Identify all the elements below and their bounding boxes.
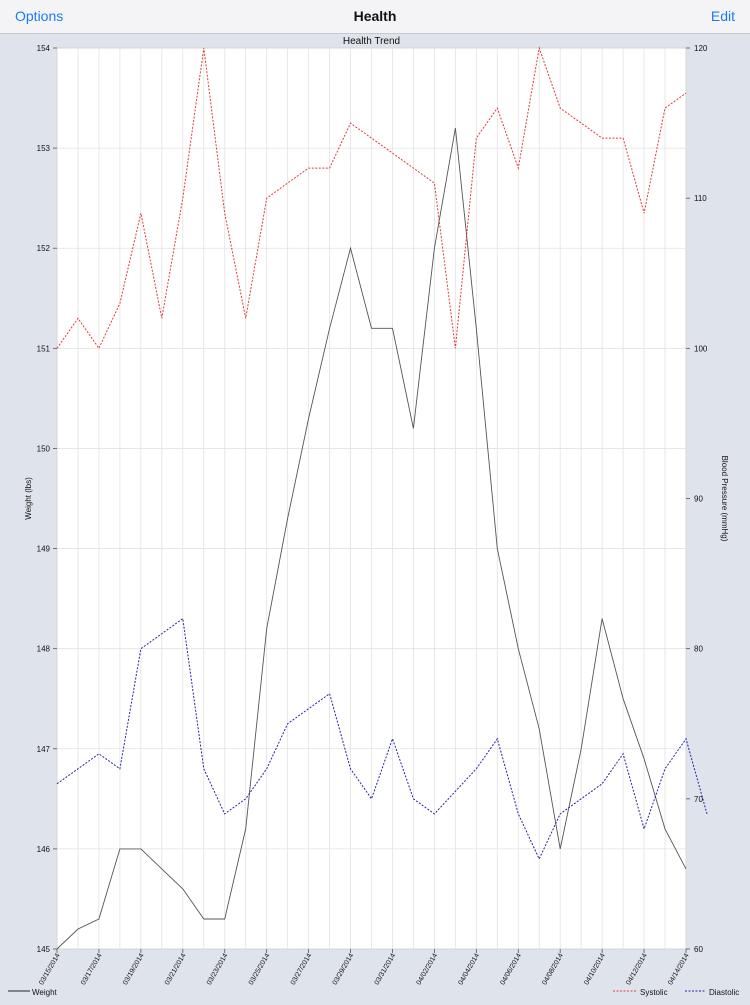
x-tick-label: 03/27/2014: [290, 952, 314, 986]
chart-title: Health Trend: [343, 36, 400, 47]
edit-button[interactable]: Edit: [710, 8, 735, 24]
x-tick-label: 04/04/2014: [457, 952, 481, 986]
y-left-tick-label: 149: [37, 545, 51, 554]
navigation-bar: Options Health Edit: [0, 0, 750, 34]
y-right-tick-label: 120: [694, 44, 708, 53]
y-left-tick-label: 146: [37, 845, 51, 854]
x-tick-label: 04/02/2014: [416, 952, 440, 986]
y-left-tick-label: 151: [37, 344, 51, 353]
y-left-tick-label: 150: [37, 444, 51, 453]
y-right-tick-label: 80: [694, 645, 703, 654]
series-line-weight: [56, 128, 687, 950]
x-tick-label: 03/25/2014: [248, 952, 272, 986]
x-tick-label: 03/15/2014: [38, 952, 62, 986]
options-button[interactable]: Options: [15, 8, 64, 24]
x-tick-label: 04/12/2014: [625, 952, 649, 986]
y-left-tick-label: 148: [37, 645, 51, 654]
health-trend-chart: 145 146 147 148 149 150 151 152 153 154 60 70 80 90 10…: [8, 36, 739, 997]
x-tick-label: 03/23/2014: [206, 952, 230, 986]
y-left-tick-label: 152: [37, 244, 51, 253]
y-left-tick-label: 145: [37, 945, 51, 954]
y-left-axis-label: Weight (lbs): [24, 477, 33, 520]
y-left-tick-label: 147: [37, 745, 51, 754]
legend-label-systolic: Systolic: [640, 988, 668, 997]
y-right-axis-label: Blood Pressure (mmHg): [720, 456, 729, 542]
y-right-tick-label: 70: [694, 795, 703, 804]
y-right-tick-label: 100: [694, 344, 708, 353]
x-tick-label: 04/14/2014: [667, 952, 691, 986]
page-title: Health: [353, 8, 397, 24]
x-tick-label: 04/06/2014: [499, 952, 523, 986]
x-tick-label: 03/17/2014: [80, 952, 104, 986]
y-right-tick-label: 90: [694, 495, 703, 504]
y-left-tick-label: 153: [37, 144, 51, 153]
health-chart-area: 145 146 147 148 149 150 151 152 153 154 60 70 80 90 10…: [0, 34, 750, 1000]
series-line-systolic: [56, 46, 687, 350]
y-left-tick-label: 154: [37, 44, 51, 53]
y-right-tick-label: 60: [694, 945, 703, 954]
legend-label-diastolic: Diastolic: [709, 988, 739, 997]
y-right-tick-label: 110: [694, 194, 707, 203]
x-tick-label: 03/21/2014: [164, 952, 188, 986]
x-tick-label: 04/08/2014: [541, 952, 565, 986]
x-tick-label: 03/29/2014: [332, 952, 356, 986]
series-line-diastolic: [56, 617, 708, 861]
x-tick-label: 04/10/2014: [583, 952, 607, 986]
legend-label-weight: Weight: [32, 988, 58, 997]
x-tick-label: 03/19/2014: [122, 952, 146, 986]
x-tick-label: 03/31/2014: [374, 952, 398, 986]
